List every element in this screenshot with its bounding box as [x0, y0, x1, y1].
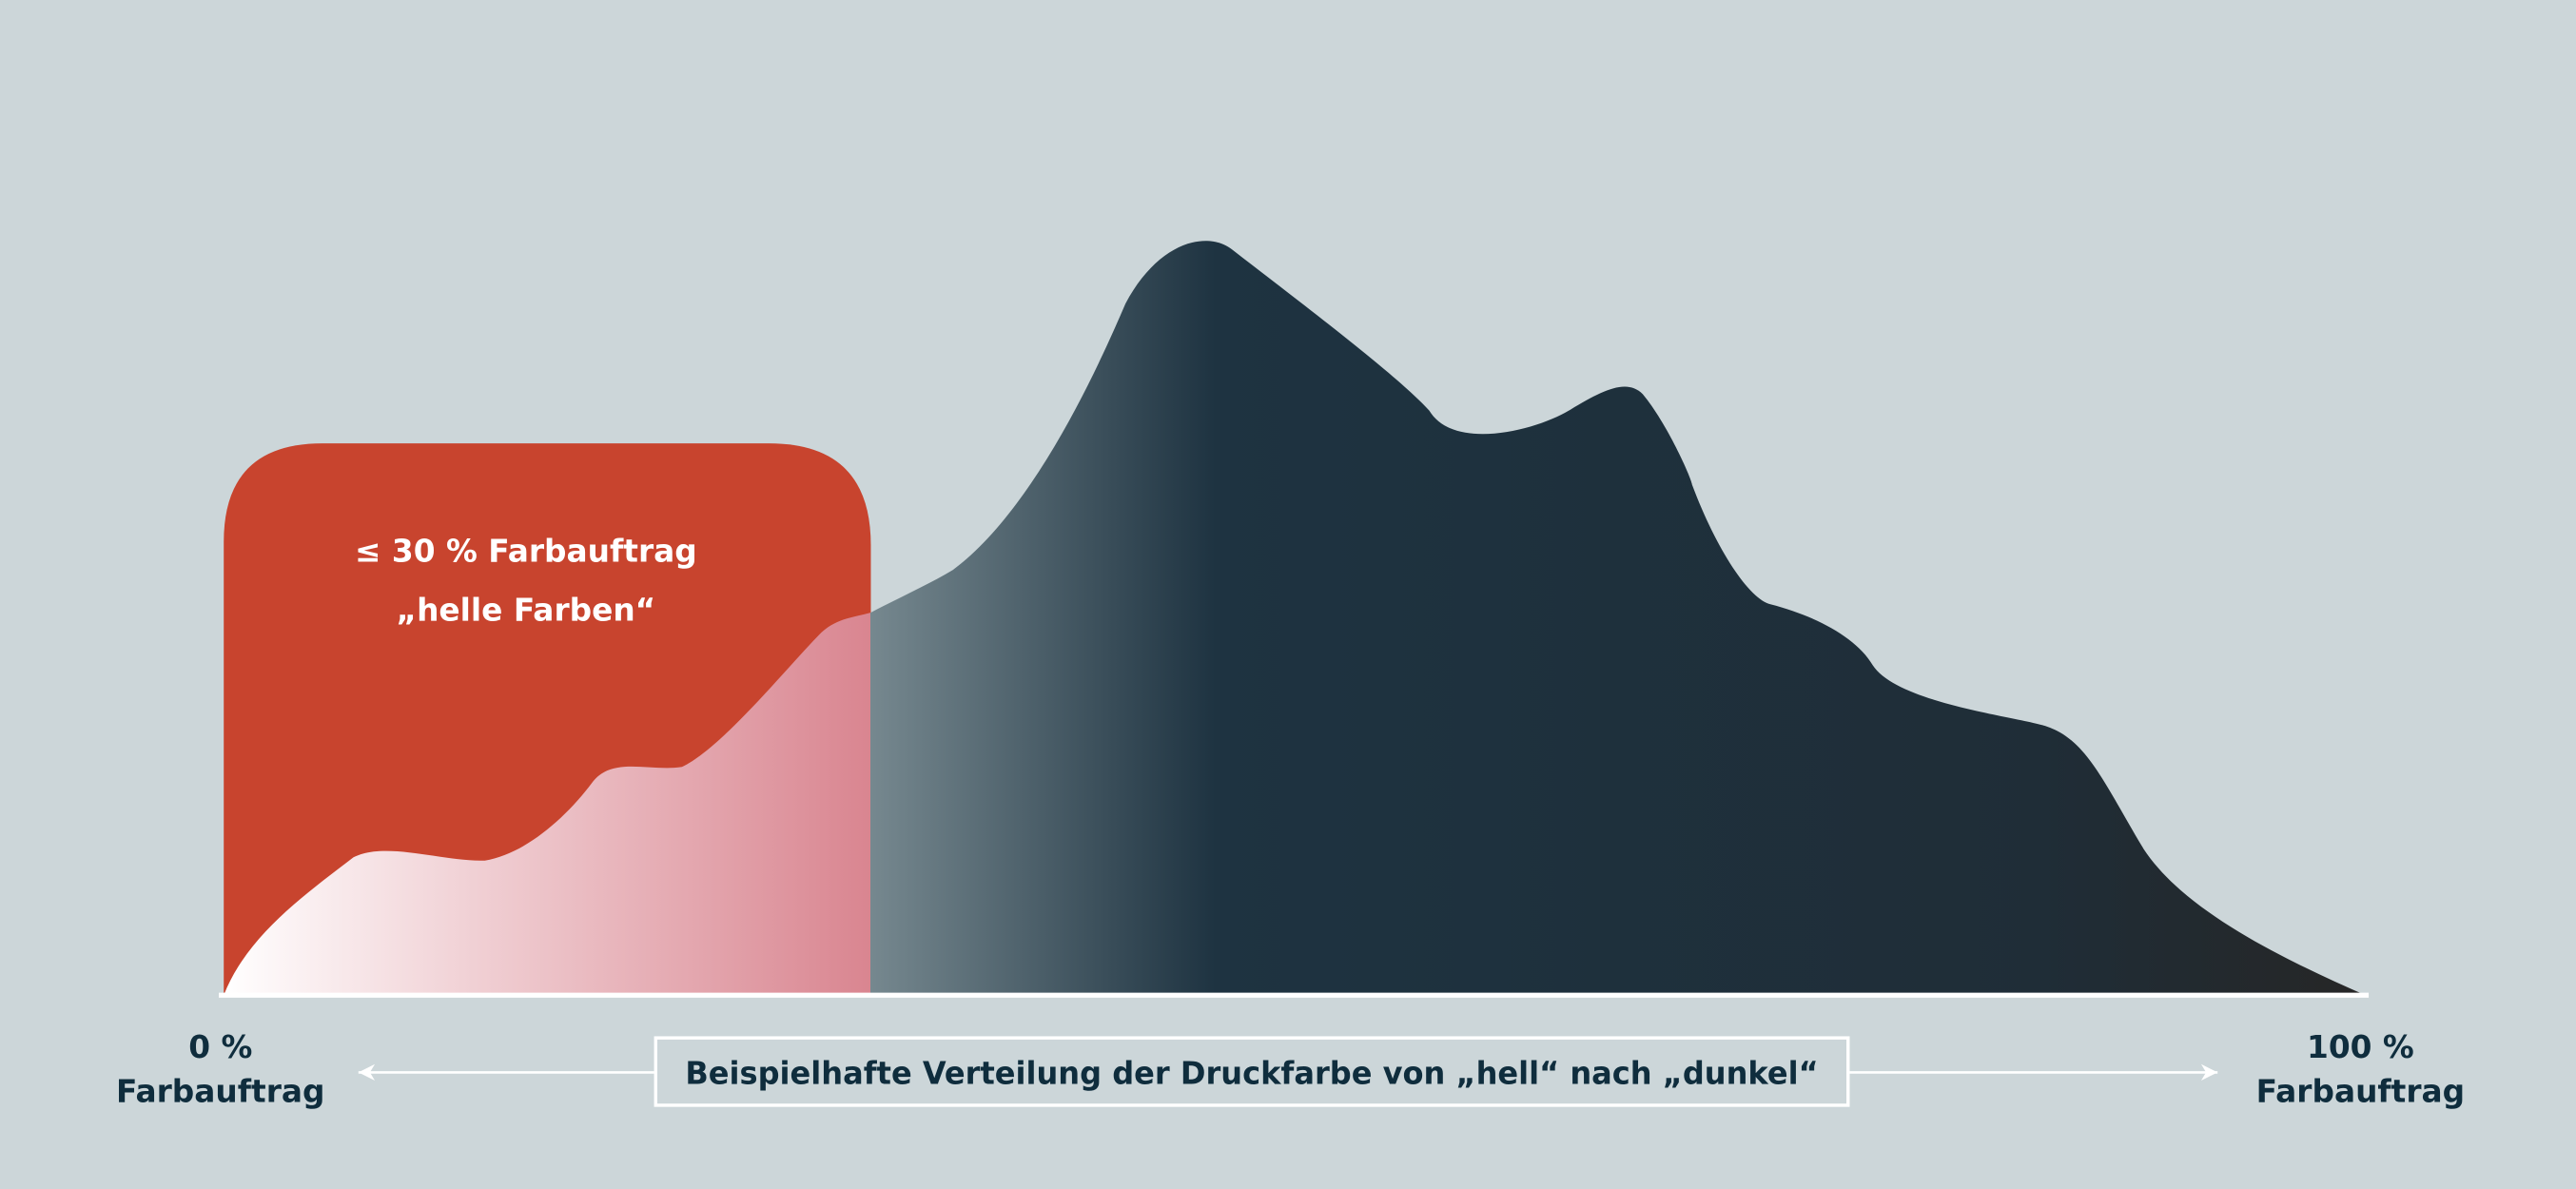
right-label: Farbauftrag	[2256, 1073, 2465, 1109]
caption: Beispielhafte Verteilung der Druckfarbe …	[685, 1056, 1818, 1092]
highlight-line2: „helle Farben“	[397, 593, 656, 629]
left-value: 0 %	[188, 1029, 252, 1065]
highlight-line1: ≤ 30 % Farbauftrag	[355, 533, 697, 569]
distribution-shape	[224, 241, 2366, 996]
right-value: 100 %	[2307, 1029, 2414, 1065]
caption-box	[654, 1036, 1850, 1107]
arrow-left-head	[358, 1063, 376, 1082]
arrow-right-head	[2200, 1063, 2218, 1082]
left-label: Farbauftrag	[116, 1073, 324, 1109]
